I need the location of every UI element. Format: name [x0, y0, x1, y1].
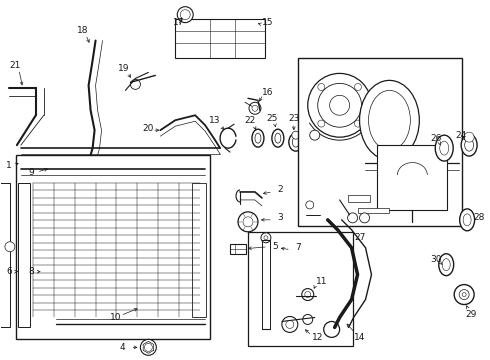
Ellipse shape — [435, 135, 453, 161]
Bar — [230, 244, 246, 254]
Text: 2: 2 — [277, 185, 283, 194]
Ellipse shape — [293, 137, 299, 147]
Ellipse shape — [360, 80, 419, 160]
Text: 15: 15 — [262, 18, 273, 27]
Text: 25: 25 — [266, 114, 277, 123]
Circle shape — [347, 213, 358, 223]
Circle shape — [252, 105, 258, 111]
Bar — [16, 155, 210, 339]
Text: 12: 12 — [312, 333, 323, 342]
Text: 7: 7 — [295, 243, 301, 252]
Circle shape — [238, 212, 258, 232]
Ellipse shape — [465, 139, 474, 151]
Text: 26: 26 — [431, 134, 442, 143]
Text: 22: 22 — [245, 116, 256, 125]
Circle shape — [180, 10, 190, 20]
Text: 21: 21 — [9, 61, 21, 70]
Bar — [18, 183, 30, 328]
Circle shape — [330, 95, 349, 115]
Circle shape — [286, 320, 294, 328]
Bar — [347, 195, 369, 202]
Text: 24: 24 — [456, 131, 467, 140]
Bar — [298, 58, 462, 226]
Circle shape — [354, 84, 362, 90]
Text: 3: 3 — [277, 213, 283, 222]
Circle shape — [292, 131, 300, 139]
Circle shape — [261, 233, 271, 243]
Bar — [248, 232, 353, 346]
Text: 23: 23 — [288, 114, 299, 123]
Text: 13: 13 — [209, 116, 221, 125]
Text: 16: 16 — [262, 88, 273, 97]
Text: 27: 27 — [354, 233, 365, 242]
Circle shape — [249, 102, 261, 114]
Circle shape — [305, 292, 311, 298]
Ellipse shape — [440, 141, 449, 155]
Ellipse shape — [289, 133, 303, 151]
Ellipse shape — [460, 209, 475, 231]
Text: 19: 19 — [118, 64, 129, 73]
Circle shape — [145, 343, 152, 351]
Text: 28: 28 — [473, 213, 485, 222]
Circle shape — [360, 213, 369, 223]
Bar — [358, 208, 390, 213]
Circle shape — [141, 339, 156, 355]
Ellipse shape — [461, 134, 477, 156]
Text: 17: 17 — [172, 18, 184, 27]
Text: 5: 5 — [272, 242, 278, 251]
Text: 9: 9 — [28, 167, 34, 176]
Circle shape — [354, 120, 362, 127]
Text: 30: 30 — [431, 255, 442, 264]
Circle shape — [454, 285, 474, 305]
Ellipse shape — [442, 259, 450, 271]
Ellipse shape — [463, 214, 471, 226]
Circle shape — [462, 293, 466, 297]
Text: 10: 10 — [110, 313, 121, 322]
Text: 11: 11 — [316, 277, 327, 286]
Circle shape — [310, 130, 319, 140]
Text: 6: 6 — [6, 267, 12, 276]
Circle shape — [318, 84, 362, 127]
Ellipse shape — [272, 129, 284, 147]
Circle shape — [464, 132, 474, 142]
Circle shape — [459, 289, 469, 300]
Circle shape — [177, 7, 193, 23]
Circle shape — [324, 321, 340, 337]
Text: 14: 14 — [354, 333, 365, 342]
Text: 4: 4 — [120, 343, 125, 352]
Circle shape — [264, 236, 268, 240]
Circle shape — [328, 209, 342, 223]
Text: 20: 20 — [143, 124, 154, 133]
Text: 18: 18 — [77, 26, 88, 35]
Text: 29: 29 — [466, 310, 477, 319]
Circle shape — [318, 84, 325, 90]
Ellipse shape — [255, 133, 261, 143]
Ellipse shape — [252, 129, 264, 147]
Bar — [0, 183, 10, 328]
Ellipse shape — [275, 133, 281, 143]
Bar — [262, 240, 270, 329]
Ellipse shape — [368, 90, 410, 150]
Bar — [175, 19, 265, 58]
Circle shape — [332, 213, 338, 219]
Bar — [377, 145, 447, 210]
Circle shape — [302, 289, 314, 301]
Text: 8: 8 — [28, 267, 34, 276]
Circle shape — [5, 242, 15, 252]
Circle shape — [318, 120, 325, 127]
Circle shape — [243, 217, 253, 227]
Circle shape — [308, 73, 371, 137]
Circle shape — [303, 315, 313, 324]
Circle shape — [130, 80, 141, 89]
Bar — [192, 183, 206, 318]
Circle shape — [282, 316, 298, 332]
Circle shape — [306, 201, 314, 209]
Text: 1: 1 — [6, 161, 12, 170]
Ellipse shape — [439, 254, 454, 276]
